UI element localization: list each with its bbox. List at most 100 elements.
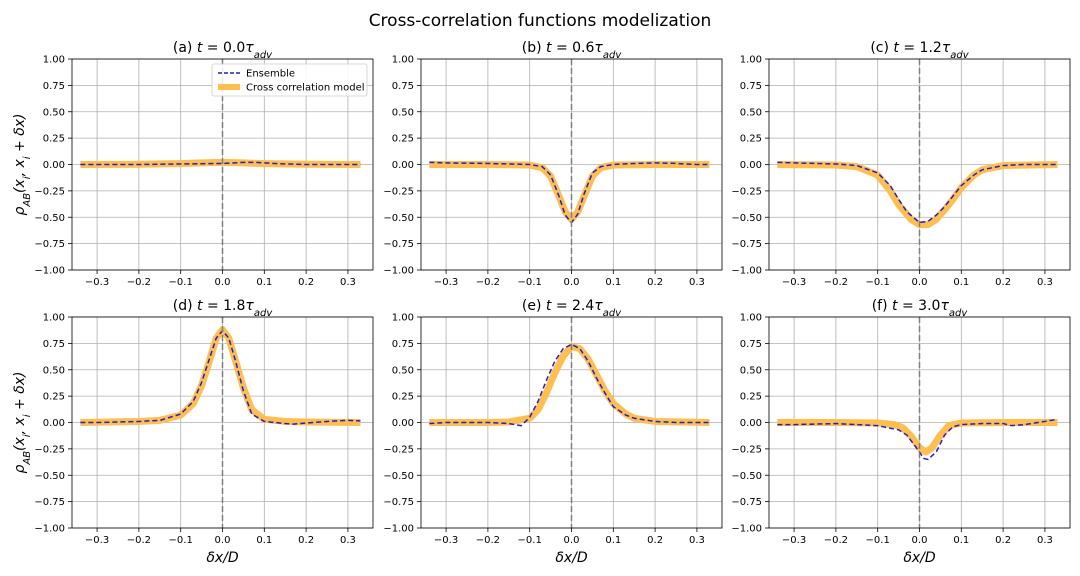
xtick-label-b-2: −0.1 xyxy=(518,277,542,288)
legend: Ensemble Cross correlation model xyxy=(211,63,368,97)
xtick-label-c-4: 0.1 xyxy=(953,277,969,288)
ytick-label-d-6: 0.50 xyxy=(43,365,65,376)
ensemble-line-a xyxy=(80,161,361,166)
xtick-label-a-4: 0.1 xyxy=(256,277,272,288)
ytick-label-d-5: 0.25 xyxy=(43,392,65,403)
ytick-label-b-6: 0.50 xyxy=(392,107,414,118)
subplot-grid: −0.3 −0.2 −0.1 0.0 0.1 0.2 0.3 −1.00 −0.75 −0.50 −… xyxy=(12,40,1071,566)
model-line-e xyxy=(429,343,710,426)
ytick-label-a-6: 0.50 xyxy=(43,107,65,118)
xtick-label-a-2: −0.1 xyxy=(169,277,193,288)
ytick-label-c-2: −0.50 xyxy=(731,213,762,224)
ylabel-d: ρAB(xi, xi + δx) xyxy=(12,371,33,473)
ytick-label-e-8: 1.00 xyxy=(392,313,414,324)
ytick-label-e-3: −0.25 xyxy=(383,444,414,455)
xtick-label-c-1: −0.2 xyxy=(824,277,848,288)
ytick-label-b-4: 0.00 xyxy=(392,160,414,171)
ytick-label-d-2: −0.50 xyxy=(34,471,65,482)
xtick-label-f-2: −0.1 xyxy=(866,535,890,546)
xlabel-d: δx/D xyxy=(206,550,239,566)
xtick-label-b-6: 0.3 xyxy=(689,277,705,288)
xlabel-f: δx/D xyxy=(903,550,936,566)
ytick-label-e-5: 0.25 xyxy=(392,392,414,403)
xtick-label-a-3: 0.0 xyxy=(215,277,231,288)
model-line-b xyxy=(429,161,710,223)
xtick-label-b-3: 0.0 xyxy=(564,277,580,288)
subplot-d: −0.3 −0.2 −0.1 0.0 0.1 0.2 0.3 −1.00 −0.75 −0.50 −… xyxy=(12,298,374,566)
subplot-title-a: (a) t = 0.0τadv xyxy=(173,40,273,61)
ytick-label-c-5: 0.25 xyxy=(740,134,762,145)
xtick-label-e-1: −0.2 xyxy=(476,535,500,546)
ytick-label-d-0: −1.00 xyxy=(34,524,65,535)
ytick-label-d-8: 1.00 xyxy=(43,313,65,324)
ytick-label-b-5: 0.25 xyxy=(392,134,414,145)
xtick-label-d-2: −0.1 xyxy=(169,535,193,546)
xtick-label-a-0: −0.3 xyxy=(85,277,109,288)
ytick-label-c-7: 0.75 xyxy=(740,81,762,92)
xtick-label-e-6: 0.3 xyxy=(689,535,705,546)
ylabel-a: ρAB(xi, xi + δx) xyxy=(12,113,33,215)
ytick-label-a-2: −0.50 xyxy=(34,213,65,224)
ytick-label-d-1: −0.75 xyxy=(34,497,65,508)
legend-box xyxy=(211,63,368,97)
xtick-label-d-6: 0.3 xyxy=(340,535,356,546)
subplot-title-e: (e) t = 2.4τadv xyxy=(522,298,622,319)
xtick-label-a-5: 0.2 xyxy=(298,277,314,288)
xtick-label-e-5: 0.2 xyxy=(647,535,663,546)
model-line-f xyxy=(777,419,1058,456)
ytick-label-f-8: 1.00 xyxy=(740,313,762,324)
ensemble-line-b xyxy=(429,161,710,224)
xtick-label-b-0: −0.3 xyxy=(434,277,458,288)
xtick-label-d-0: −0.3 xyxy=(85,535,109,546)
ytick-label-c-4: 0.00 xyxy=(740,160,762,171)
subplot-f: −0.3 −0.2 −0.1 0.0 0.1 0.2 0.3 −1.00 −0.75 −0.50 −… xyxy=(731,298,1071,566)
xtick-label-f-0: −0.3 xyxy=(782,535,806,546)
ensemble-line-e xyxy=(429,343,710,427)
xtick-label-f-3: 0.0 xyxy=(912,535,928,546)
xtick-label-d-1: −0.2 xyxy=(127,535,151,546)
ytick-label-b-0: −1.00 xyxy=(383,266,414,277)
ytick-label-b-7: 0.75 xyxy=(392,81,414,92)
ytick-label-d-4: 0.00 xyxy=(43,418,65,429)
subplot-c: −0.3 −0.2 −0.1 0.0 0.1 0.2 0.3 −1.00 −0.75 −0.50 −… xyxy=(731,40,1071,288)
ytick-label-e-6: 0.50 xyxy=(392,365,414,376)
ytick-label-e-1: −0.75 xyxy=(383,497,414,508)
xtick-label-e-2: −0.1 xyxy=(518,535,542,546)
xtick-label-a-6: 0.3 xyxy=(340,277,356,288)
xtick-label-b-1: −0.2 xyxy=(476,277,500,288)
xtick-label-d-5: 0.2 xyxy=(298,535,314,546)
ytick-label-d-7: 0.75 xyxy=(43,339,65,350)
ytick-label-f-7: 0.75 xyxy=(740,339,762,350)
ytick-label-b-2: −0.50 xyxy=(383,213,414,224)
subplot-b: −0.3 −0.2 −0.1 0.0 0.1 0.2 0.3 −1.00 −0.75 −0.50 −… xyxy=(383,40,723,288)
ytick-label-f-0: −1.00 xyxy=(731,524,762,535)
ytick-label-a-8: 1.00 xyxy=(43,55,65,66)
xtick-label-d-3: 0.0 xyxy=(215,535,231,546)
xtick-label-c-3: 0.0 xyxy=(912,277,928,288)
subplot-a: −0.3 −0.2 −0.1 0.0 0.1 0.2 0.3 −1.00 −0.75 −0.50 −… xyxy=(12,40,374,288)
ytick-label-a-7: 0.75 xyxy=(43,81,65,92)
xtick-label-c-0: −0.3 xyxy=(782,277,806,288)
ytick-label-f-2: −0.50 xyxy=(731,471,762,482)
ytick-label-b-1: −0.75 xyxy=(383,239,414,250)
ytick-label-f-6: 0.50 xyxy=(740,365,762,376)
xtick-label-f-5: 0.2 xyxy=(995,535,1011,546)
subplot-title-b: (b) t = 0.6τadv xyxy=(522,40,623,61)
xtick-label-c-6: 0.3 xyxy=(1037,277,1053,288)
ytick-label-c-6: 0.50 xyxy=(740,107,762,118)
xtick-label-e-4: 0.1 xyxy=(605,535,621,546)
ytick-label-e-2: −0.50 xyxy=(383,471,414,482)
xtick-label-c-2: −0.1 xyxy=(866,277,890,288)
subplot-title-c: (c) t = 1.2τadv xyxy=(870,40,969,61)
ytick-label-e-7: 0.75 xyxy=(392,339,414,350)
xtick-label-f-6: 0.3 xyxy=(1037,535,1053,546)
xlabel-e: δx/D xyxy=(555,550,588,566)
xtick-label-e-3: 0.0 xyxy=(564,535,580,546)
subplot-e: −0.3 −0.2 −0.1 0.0 0.1 0.2 0.3 −1.00 −0.75 −0.50 −… xyxy=(383,298,723,566)
ytick-label-b-8: 1.00 xyxy=(392,55,414,66)
ytick-label-e-4: 0.00 xyxy=(392,418,414,429)
xtick-label-b-5: 0.2 xyxy=(647,277,663,288)
ytick-label-f-5: 0.25 xyxy=(740,392,762,403)
subplot-title-f: (f) t = 3.0τadv xyxy=(872,298,969,319)
